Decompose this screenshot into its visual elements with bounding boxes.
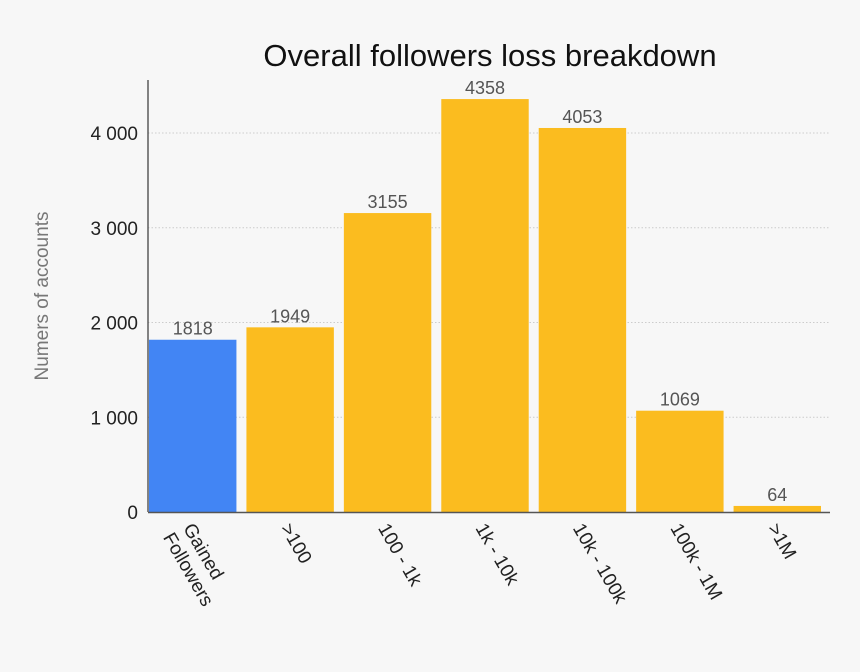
x-tick-label: 1k - 10k [471,520,523,589]
x-tick-label: GainedFollowers [158,518,236,610]
y-tick-label: 4 000 [90,124,138,145]
bar [149,339,237,512]
x-tick-label: 100 - 1k [373,520,426,590]
data-label: 4358 [465,78,505,98]
bar [636,410,724,512]
y-tick-label: 2 000 [90,314,138,335]
x-tick-label: 100k - 1M [666,520,726,604]
y-axis-label: Numers of accounts [32,212,53,381]
data-label: 1949 [270,306,310,326]
data-label: 1818 [173,319,213,339]
x-tick-label: >1M [763,520,800,563]
data-label: 1069 [660,390,700,410]
bar [246,327,334,512]
x-tick-label: 10k - 100k [568,520,631,608]
chart-title: Overall followers loss breakdown [263,38,716,73]
x-tick-label: >100 [276,520,316,568]
bar [343,213,432,512]
y-tick-label: 1 000 [90,408,138,429]
bar [441,99,529,512]
bar [733,505,821,512]
data-label: 64 [767,485,787,505]
data-label: 4053 [562,107,602,127]
y-tick-label: 0 [127,503,138,524]
bar [538,127,627,513]
y-tick-label: 3 000 [90,219,138,240]
data-label: 3155 [368,192,408,212]
